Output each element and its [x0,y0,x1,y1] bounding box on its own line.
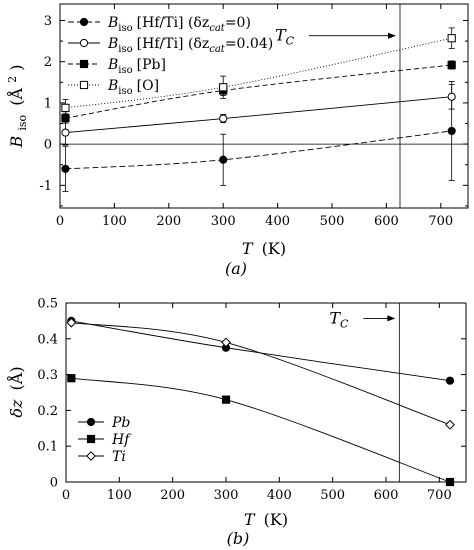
data-point [445,477,455,487]
data-point [221,395,231,404]
y-tick-label: -1 [39,179,52,194]
legend-marker [79,80,89,90]
y-tick-label: 0 [50,476,58,491]
data-point [447,126,456,136]
legend-label: Biso [Hf/Ti] (δzcat=0.04) [107,36,273,55]
series-line [65,130,452,170]
data-group-a [61,27,456,192]
tc-annotation-a: TC [275,26,396,48]
data-point [221,337,231,348]
panel-b: 0 100 200 300 400 500 600 700 0 0.1 0.2 0.3 0.4 0.5 P… [6,297,467,548]
x-tick-label: 200 [160,488,185,503]
series-line [71,320,451,382]
x-tick-label: 600 [374,488,399,503]
panel-label-a: (a) [225,259,247,278]
y-tick-label: 2 [44,55,52,70]
data-point [67,374,76,383]
data-point [219,83,228,92]
x-tick-label: 0 [62,488,70,503]
x-tick-label: 200 [156,214,181,229]
legend-label: Biso [Pb] [107,57,166,76]
legend-marker [79,17,89,27]
legend-marker [86,434,96,444]
plot-frame-a [59,3,469,209]
series-line [71,377,451,483]
y-tick-label: 0.5 [37,297,58,312]
legend-label: Ti [112,449,126,465]
panel-a: 0 100 200 300 400 500 600 700 -1 0 1 2 3 Biso [Hf/Ti]… [1,3,469,278]
data-point [447,92,456,101]
legend-marker [86,451,96,461]
data-point [219,114,228,123]
data-point [61,103,70,112]
tc-arrow-head [388,32,396,39]
data-point [445,419,455,430]
y-tick-label: 3 [44,14,52,29]
data-point [61,128,70,137]
x-tick-label: 500 [320,488,345,503]
data-point [447,60,456,70]
y-axis-label-b: δz (Å) [6,366,26,417]
y-tick-label: 0.1 [37,440,58,455]
legend-marker [79,59,89,69]
tick-group-b: 0 100 200 300 400 500 600 700 0 0.1 0.2 0.3 0.4 0.5 [37,297,466,503]
tick-group-a: 0 100 200 300 400 500 600 700 -1 0 1 2 3 [39,4,468,229]
series-line [71,322,451,426]
y-tick-label: 1 [44,96,52,111]
legend-label: Biso [Hf/Ti] (δzcat=0) [107,15,251,34]
y-tick-label: 0.3 [37,368,58,383]
legend-a: Biso [Hf/Ti] (δzcat=0) Biso [Hf/Ti] (δzcat=… [68,15,273,97]
data-group-b [66,316,455,487]
legend-label: Hf [111,432,132,448]
x-tick-label: 400 [265,214,290,229]
x-tick-label: 600 [374,214,399,229]
y-tick-label: 0.4 [37,332,58,347]
x-tick-label: 0 [56,214,64,229]
tc-arrow-head [387,315,396,322]
legend-marker [79,38,89,48]
x-tick-label: 100 [107,488,132,503]
legend-label: Pb [111,415,130,431]
legend-label: Biso [O] [107,78,159,97]
data-point [66,317,77,328]
tc-label: TC [329,308,349,330]
x-axis-label-b: T (K) [244,510,288,529]
y-tick-label: 0.2 [37,404,58,419]
y-axis-label-a: B iso (Å 2 ) [1,65,30,149]
data-point [219,155,228,164]
legend-marker [86,417,96,427]
x-tick-label: 400 [267,488,292,503]
tc-annotation-b: TC [329,308,396,330]
x-tick-label: 100 [102,214,127,229]
data-point [445,376,455,385]
plot-frame-b [65,302,467,483]
data-point [61,164,70,173]
series-line [65,64,452,119]
x-tick-label: 700 [427,488,452,503]
data-point [447,34,456,43]
series-line [65,96,452,134]
series-line [65,37,452,109]
tc-label: TC [275,26,295,48]
x-tick-label: 300 [214,488,239,503]
x-tick-label: 500 [320,214,345,229]
x-tick-label: 700 [428,214,453,229]
x-axis-label-a: T (K) [242,239,286,258]
x-tick-label: 300 [211,214,236,229]
y-tick-label: 0 [44,138,52,153]
panel-label-b: (b) [227,529,250,548]
